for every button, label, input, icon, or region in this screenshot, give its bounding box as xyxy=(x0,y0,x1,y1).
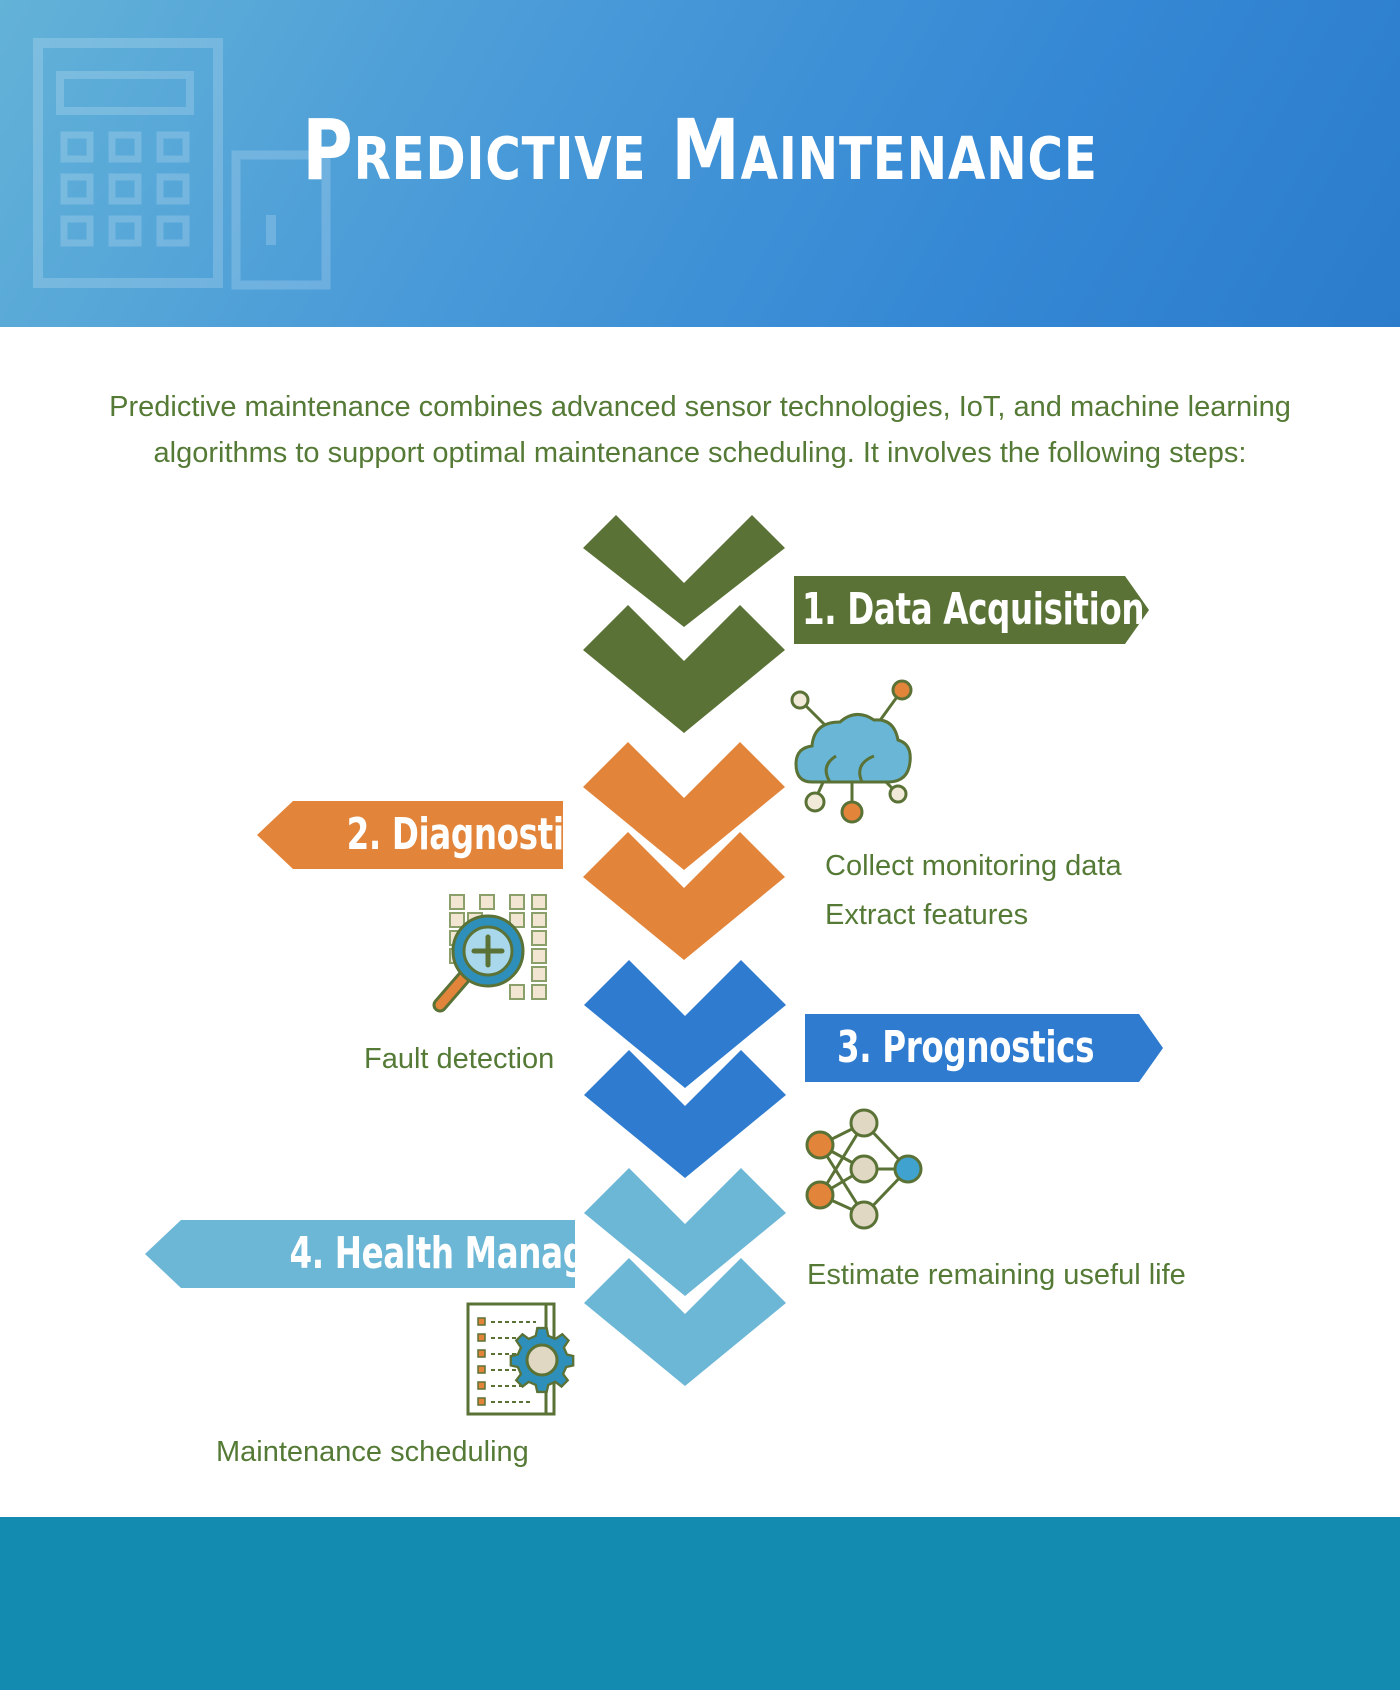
calculator-icon xyxy=(33,38,331,290)
step3-chevron-lower xyxy=(584,1050,786,1178)
step1-chevron-upper xyxy=(583,515,785,627)
step4-chevron-lower xyxy=(584,1258,786,1386)
step3-item-1: Estimate remaining useful life xyxy=(807,1259,1186,1291)
step2-chevron-lower xyxy=(583,832,785,960)
intro-line-1: Predictive maintenance combines advanced… xyxy=(109,391,1291,423)
step1-label-tag: 1. Data Acquisition xyxy=(794,576,1149,644)
step1-item-1: Collect monitoring data xyxy=(825,850,1122,882)
step2-label: 2. Diagnostics xyxy=(346,809,602,860)
step4-item-1: Maintenance scheduling xyxy=(216,1436,529,1468)
step3-label: 3. Prognostics xyxy=(837,1022,1095,1073)
step4-label-tag: 4. Health Management xyxy=(145,1220,575,1288)
step4-chevron-upper xyxy=(584,1168,786,1296)
step1-chevron-lower xyxy=(583,605,785,733)
step3-chevron-upper xyxy=(584,960,786,1088)
step1-item-2: Extract features xyxy=(825,899,1029,931)
page-title: Predictive Maintenance xyxy=(302,101,1098,199)
step1-label: 1. Data Acquisition xyxy=(802,584,1145,635)
magnifier-grid-icon xyxy=(432,894,547,1013)
intro-text: Predictive maintenance combines advanced… xyxy=(40,384,1360,476)
step2-item-1: Fault detection xyxy=(364,1043,555,1075)
cloud-network-icon xyxy=(790,679,913,824)
step4-label: 4. Health Management xyxy=(289,1228,701,1279)
header-banner: Predictive Maintenance xyxy=(0,0,1400,327)
step3-label-tag: 3. Prognostics xyxy=(805,1014,1163,1082)
neural-network-icon xyxy=(805,1108,923,1230)
document-gear-icon xyxy=(466,1302,575,1416)
step2-chevron-upper xyxy=(583,742,785,870)
intro-line-2: algorithms to support optimal maintenanc… xyxy=(153,437,1247,469)
footer-band xyxy=(0,1517,1400,1690)
step2-label-tag: 2. Diagnostics xyxy=(257,801,563,869)
